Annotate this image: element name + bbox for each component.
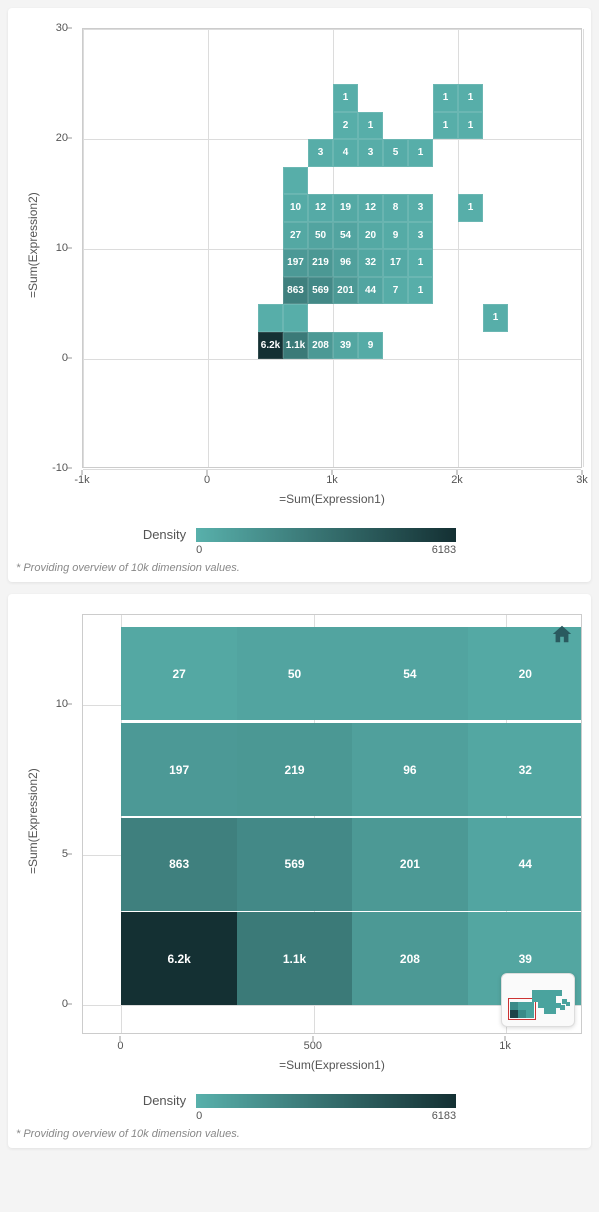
footnote: * Providing overview of 10k dimension va… — [16, 1128, 583, 1140]
heatmap-cell[interactable]: 1.1k — [237, 912, 352, 1005]
heatmap-cell[interactable]: 1 — [458, 112, 483, 140]
heatmap-cell[interactable]: 32 — [358, 249, 383, 277]
minimap[interactable] — [501, 973, 575, 1027]
heatmap-cell[interactable]: 96 — [352, 723, 467, 816]
heatmap-cell[interactable]: 1 — [333, 84, 358, 112]
y-tick-label: 30 — [56, 22, 68, 34]
heatmap-cell[interactable]: 1 — [433, 84, 458, 112]
heatmap-cell[interactable]: 863 — [121, 818, 236, 911]
heatmap-cell[interactable]: 44 — [358, 277, 383, 305]
x-tick-label: 0 — [204, 474, 210, 486]
legend-label: Density — [143, 1094, 186, 1108]
legend-max: 6183 — [432, 544, 456, 556]
plot-area[interactable]: 1112111343511101219128327505420931972199… — [82, 28, 582, 468]
legend-min: 0 — [196, 544, 202, 556]
heatmap-cell[interactable]: 50 — [237, 627, 352, 720]
heatmap-cell[interactable]: 201 — [352, 818, 467, 911]
footnote: * Providing overview of 10k dimension va… — [16, 562, 583, 574]
heatmap-cell[interactable]: 9 — [383, 222, 408, 250]
y-tick-label: 5 — [62, 848, 68, 860]
heatmap-cell[interactable]: 3 — [358, 139, 383, 167]
heatmap-cell[interactable]: 219 — [308, 249, 333, 277]
heatmap-cell[interactable]: 201 — [333, 277, 358, 305]
x-tick-label: 1k — [326, 474, 338, 486]
heatmap-cell[interactable]: 208 — [308, 332, 333, 360]
heatmap-cell[interactable]: 1 — [408, 139, 433, 167]
heatmap-cell[interactable]: 3 — [308, 139, 333, 167]
heatmap-cell[interactable]: 1 — [408, 277, 433, 305]
legend-gradient — [196, 1094, 456, 1108]
heatmap-cell[interactable]: 219 — [237, 723, 352, 816]
heatmap-panel-2: =Sum(Expression2) 0510 27505420197219963… — [8, 594, 591, 1148]
legend-max: 6183 — [432, 1110, 456, 1122]
x-tick-label: 0 — [117, 1040, 123, 1052]
x-tick-label: 2k — [451, 474, 463, 486]
heatmap-cell[interactable]: 7 — [383, 277, 408, 305]
heatmap-cell[interactable]: 39 — [333, 332, 358, 360]
heatmap-cell[interactable]: 1 — [358, 112, 383, 140]
heatmap-cell[interactable]: 2 — [333, 112, 358, 140]
y-tick-label: 20 — [56, 132, 68, 144]
heatmap-cell[interactable] — [283, 304, 308, 332]
y-tick-label: 0 — [62, 998, 68, 1010]
heatmap-cell[interactable]: 10 — [283, 194, 308, 222]
heatmap-cell[interactable]: 197 — [283, 249, 308, 277]
heatmap-cell[interactable]: 1.1k — [283, 332, 308, 360]
density-legend: Density 0 6183 — [12, 528, 587, 556]
heatmap-cell[interactable]: 19 — [333, 194, 358, 222]
heatmap-cell[interactable]: 12 — [308, 194, 333, 222]
heatmap-cell[interactable]: 5 — [383, 139, 408, 167]
x-tick-label: 500 — [304, 1040, 322, 1052]
heatmap-cell[interactable] — [258, 304, 283, 332]
heatmap-panel-1: =Sum(Expression2) -100102030 11121113435… — [8, 8, 591, 582]
x-tick-label: 3k — [576, 474, 588, 486]
heatmap-cell[interactable]: 44 — [468, 818, 582, 911]
heatmap-cell[interactable]: 12 — [358, 194, 383, 222]
x-tick-label: 1k — [499, 1040, 511, 1052]
heatmap-cell[interactable]: 1 — [483, 304, 508, 332]
heatmap-cell[interactable]: 9 — [358, 332, 383, 360]
heatmap-cell[interactable]: 1 — [458, 194, 483, 222]
x-tick-label: -1k — [74, 474, 89, 486]
plot-area[interactable]: 275054201972199632863569201446.2k1.1k208… — [82, 614, 582, 1034]
heatmap-cell[interactable]: 4 — [333, 139, 358, 167]
y-tick-label: -10 — [52, 462, 68, 474]
heatmap-cell[interactable]: 1 — [458, 84, 483, 112]
y-tick-label: 0 — [62, 352, 68, 364]
y-tick-label: 10 — [56, 242, 68, 254]
heatmap-cell[interactable]: 208 — [352, 912, 467, 1005]
heatmap-cell[interactable]: 50 — [308, 222, 333, 250]
heatmap-cell[interactable]: 569 — [308, 277, 333, 305]
x-axis-label: =Sum(Expression1) — [82, 1058, 582, 1072]
heatmap-cell[interactable]: 6.2k — [258, 332, 283, 360]
legend-gradient — [196, 528, 456, 542]
heatmap-cell[interactable]: 1 — [433, 112, 458, 140]
heatmap-cell[interactable]: 27 — [121, 627, 236, 720]
legend-min: 0 — [196, 1110, 202, 1122]
heatmap-cell[interactable]: 197 — [121, 723, 236, 816]
heatmap-cell[interactable]: 17 — [383, 249, 408, 277]
legend-label: Density — [143, 528, 186, 542]
density-legend: Density 0 6183 — [12, 1094, 587, 1122]
heatmap-cell[interactable]: 3 — [408, 194, 433, 222]
heatmap-cell[interactable]: 54 — [333, 222, 358, 250]
chart-1: =Sum(Expression2) -100102030 11121113435… — [12, 18, 587, 518]
heatmap-cell[interactable] — [283, 167, 308, 195]
heatmap-cell[interactable]: 32 — [468, 723, 582, 816]
heatmap-cell[interactable]: 569 — [237, 818, 352, 911]
heatmap-cell[interactable]: 8 — [383, 194, 408, 222]
heatmap-cell[interactable]: 20 — [358, 222, 383, 250]
heatmap-cell[interactable]: 3 — [408, 222, 433, 250]
y-tick-label: 10 — [56, 698, 68, 710]
heatmap-cell[interactable]: 96 — [333, 249, 358, 277]
heatmap-cell[interactable]: 1 — [408, 249, 433, 277]
heatmap-cell[interactable]: 6.2k — [121, 912, 236, 1005]
x-axis-label: =Sum(Expression1) — [82, 492, 582, 506]
chart-2: =Sum(Expression2) 0510 27505420197219963… — [12, 604, 587, 1084]
heatmap-cell[interactable]: 54 — [352, 627, 467, 720]
heatmap-cell[interactable]: 27 — [283, 222, 308, 250]
home-icon[interactable] — [551, 623, 573, 650]
heatmap-cell[interactable]: 863 — [283, 277, 308, 305]
